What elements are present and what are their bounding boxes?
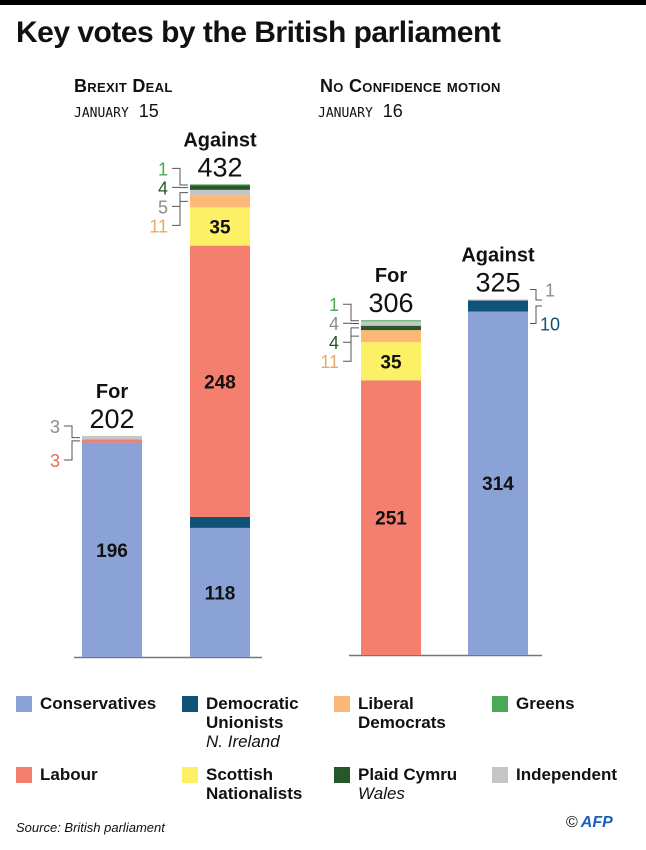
legend-swatch [334, 767, 350, 783]
bar-segment-for-independent [82, 436, 142, 440]
top-rule [0, 0, 646, 5]
category-label-for: For [375, 265, 407, 287]
legend-item-labour: Labour [16, 765, 98, 784]
bar-segment-for-labour [361, 380, 421, 655]
leader-line-independent [64, 425, 80, 439]
legend-swatch [16, 767, 32, 783]
leader-line-labour [64, 440, 80, 461]
afp-logo: AFP [580, 814, 613, 831]
legend-swatch [492, 767, 508, 783]
bar-segment-against-conservatives [190, 527, 250, 657]
afp-credit: © AFP [566, 814, 613, 832]
bar-segment-against-conservatives [468, 311, 528, 655]
total-label-against: 325 [475, 267, 520, 297]
legend-swatch [182, 767, 198, 783]
bar-segment-against-democratic-unionists [468, 300, 528, 312]
data-label-scottish-nationalists: 35 [209, 218, 231, 239]
bar-segment-against-liberal-democrats [190, 195, 250, 208]
legend-label: Democratic Unionists N. Ireland [206, 694, 299, 751]
legend-item-scottish-nationalists: Scottish Nationalists [182, 765, 302, 803]
source-note: Source: British parliament [16, 820, 165, 835]
legend-swatch [16, 696, 32, 712]
total-label-for: 306 [368, 288, 413, 318]
bar-segment-against-labour [190, 245, 250, 517]
category-label-against: Against [461, 244, 535, 266]
legend-item-independent: Independent [492, 765, 617, 784]
side-label-labour: 3 [50, 451, 60, 471]
leader-line-liberal-democrats [343, 335, 359, 362]
side-label-plaid-cymru: 4 [158, 178, 168, 198]
legend-item-greens: Greens [492, 694, 575, 713]
category-label-for: For [96, 381, 128, 403]
bar-segment-against-scottish-nationalists [190, 207, 250, 246]
bar-segment-for-liberal-democrats [361, 330, 421, 343]
legend-label: Liberal Democrats [358, 694, 446, 732]
total-label-against: 432 [197, 152, 242, 182]
side-label-greens: 1 [329, 295, 339, 315]
side-label-greens: 1 [158, 159, 168, 179]
bar-segment-for-scottish-nationalists [361, 342, 421, 381]
legend-item-plaid-cymru: Plaid Cymru Wales [334, 765, 457, 803]
chart1-date-month: JANUARY [74, 106, 129, 121]
side-label-liberal-democrats: 11 [149, 216, 168, 236]
legend-swatch [334, 696, 350, 712]
bar-segment-for-greens [361, 320, 421, 322]
legend-label: Independent [516, 765, 618, 784]
data-label-conservatives: 314 [482, 474, 514, 495]
bar-segment-for-plaid-cymru [361, 325, 421, 331]
total-label-for: 202 [89, 404, 134, 434]
bar-segment-against-democratic-unionists [190, 516, 250, 528]
data-label-scottish-nationalists: 35 [380, 352, 402, 373]
chart1-date: JANUARY 15 [74, 101, 159, 122]
chart-title: Key votes by the British parliament [16, 16, 501, 49]
leader-line-plaid-cymru [343, 327, 359, 343]
leader-line-democratic-unionists [530, 305, 542, 324]
legend-item-liberal-democrats: Liberal Democrats [334, 694, 446, 732]
chart1-date-day: 15 [138, 101, 159, 121]
legend-swatch [182, 696, 198, 712]
legend-item-conservatives: Conservatives [16, 694, 156, 713]
data-label-conservatives: 196 [96, 541, 128, 562]
bar-segment-for-labour [82, 439, 142, 443]
legend-label: Greens [516, 694, 575, 713]
legend-label: Plaid Cymru Wales [358, 765, 458, 803]
data-label-labour: 248 [204, 372, 236, 393]
leader-line-greens [172, 167, 188, 186]
copyright-symbol: © [566, 814, 578, 831]
bar-segment-against-greens [190, 184, 250, 186]
bar-segment-for-independent [361, 321, 421, 326]
leader-line-independent [530, 288, 542, 301]
bar-segment-for-conservatives [82, 442, 142, 657]
legend-label: Labour [40, 765, 98, 784]
chart2-date-month: JANUARY [318, 106, 373, 121]
side-label-independent: 1 [545, 280, 555, 300]
leader-line-liberal-democrats [172, 200, 188, 226]
bar-segment-against-independent [468, 299, 528, 301]
chart2-title: No Confidence motion [320, 76, 501, 96]
leader-line-greens [343, 303, 359, 322]
legend-swatch [492, 696, 508, 712]
bar-segment-against-independent [190, 189, 250, 196]
side-label-independent: 5 [158, 197, 168, 217]
legend-item-democratic-unionists: Democratic Unionists N. Ireland [182, 694, 299, 751]
side-label-democratic-unionists: 10 [540, 314, 560, 334]
chart2-date-day: 16 [382, 101, 403, 121]
leader-line-independent [172, 192, 188, 207]
legend-label: Conservatives [40, 694, 157, 713]
bar-segment-against-plaid-cymru [190, 185, 250, 190]
side-label-independent: 4 [329, 314, 339, 334]
data-label-conservatives: 118 [205, 583, 236, 604]
data-label-labour: 251 [375, 509, 407, 530]
side-label-liberal-democrats: 11 [320, 352, 339, 372]
chart2-date: JANUARY 16 [318, 101, 403, 122]
side-label-independent: 3 [50, 417, 60, 437]
side-label-plaid-cymru: 4 [329, 333, 339, 353]
chart1-title: Brexit Deal [74, 76, 173, 96]
legend-label: Scottish Nationalists [206, 765, 303, 803]
category-label-against: Against [183, 129, 257, 151]
